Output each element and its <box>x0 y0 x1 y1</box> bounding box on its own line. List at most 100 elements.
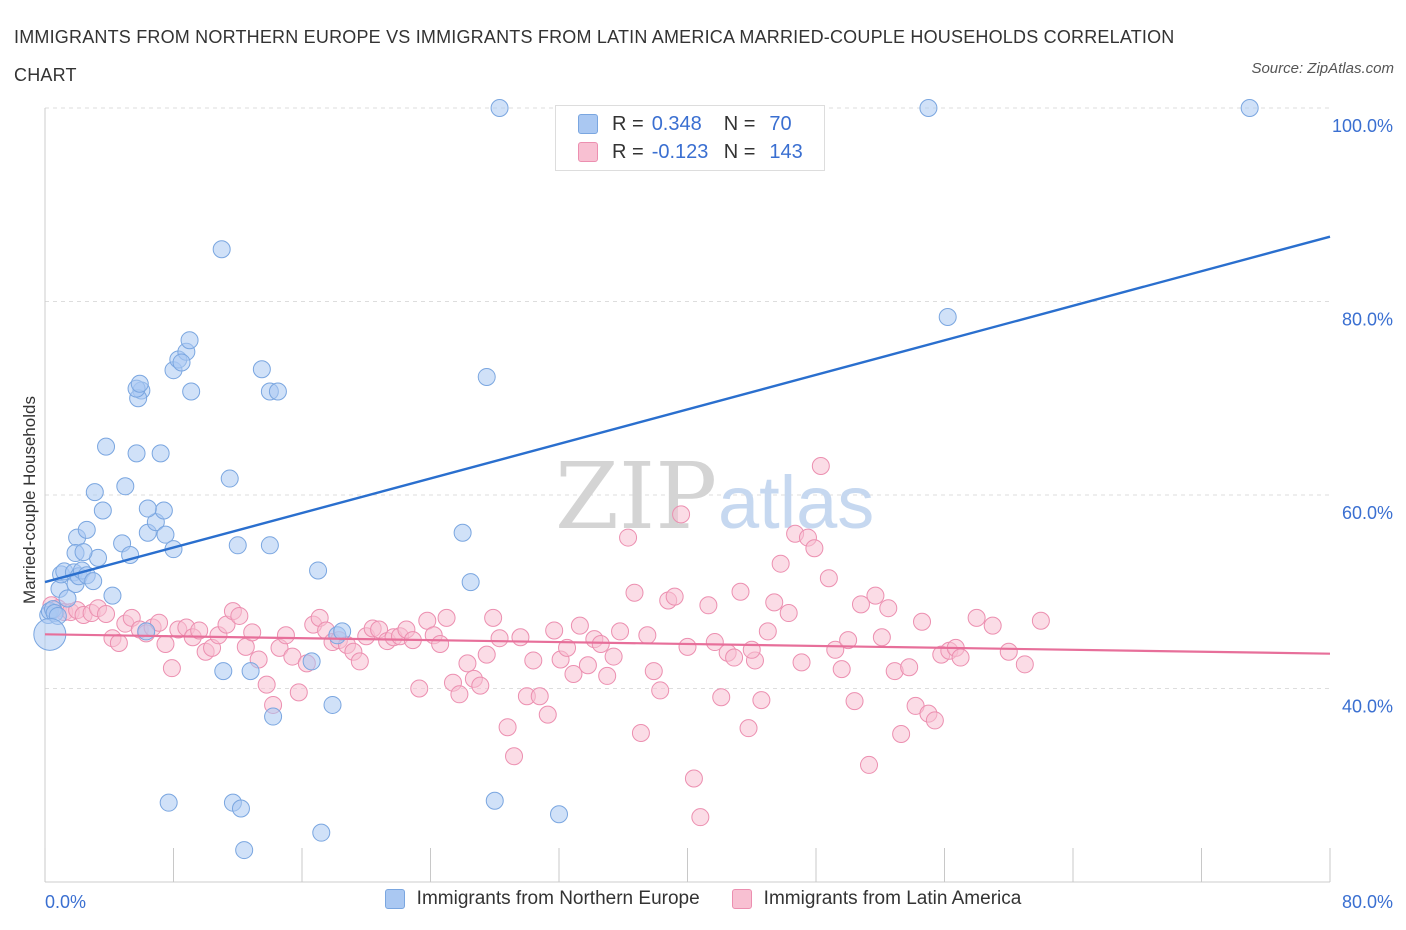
point-northern-europe <box>180 331 199 350</box>
point-latin-america <box>498 718 517 737</box>
series-legend: Immigrants from Northern Europe Immigran… <box>0 888 1406 910</box>
point-latin-america <box>578 656 597 675</box>
point-latin-america <box>570 616 589 635</box>
point-northern-europe <box>309 561 328 580</box>
point-latin-america <box>832 660 851 679</box>
point-latin-america <box>712 688 731 707</box>
point-northern-europe <box>127 444 146 463</box>
point-latin-america <box>765 593 784 612</box>
point-northern-europe <box>220 469 239 488</box>
point-latin-america <box>892 724 911 743</box>
y-tick-label: 40.0% <box>1342 697 1393 717</box>
trend-line-northern-europe <box>44 235 1331 584</box>
point-latin-america <box>484 608 503 627</box>
point-northern-europe <box>235 841 254 860</box>
point-latin-america <box>691 808 710 827</box>
point-latin-america <box>625 583 644 602</box>
point-northern-europe <box>156 525 175 544</box>
point-latin-america <box>283 647 302 666</box>
legend-row-latin-america: R = -0.123 N = 143 <box>578 139 803 165</box>
point-northern-europe <box>453 523 472 542</box>
point-latin-america <box>839 631 858 650</box>
legend-swatch-pink <box>731 889 752 909</box>
point-latin-america <box>900 658 919 677</box>
point-latin-america <box>604 647 623 666</box>
point-northern-europe <box>490 99 509 117</box>
point-northern-europe <box>130 374 149 393</box>
series-northern-europe-points <box>33 99 1259 860</box>
point-latin-america <box>872 628 891 647</box>
point-latin-america <box>230 606 249 625</box>
legend-label-latin-america: Immigrants from Latin America <box>763 888 1022 909</box>
point-northern-europe <box>93 501 112 520</box>
point-northern-europe <box>58 589 77 608</box>
point-latin-america <box>538 705 557 724</box>
point-latin-america <box>999 642 1018 661</box>
point-northern-europe <box>260 536 279 555</box>
point-latin-america <box>792 653 811 672</box>
point-northern-europe <box>138 499 157 518</box>
point-northern-europe <box>137 622 156 641</box>
trend-line-latin-america <box>44 633 1331 655</box>
point-latin-america <box>619 528 638 547</box>
point-northern-europe <box>85 483 104 502</box>
point-latin-america <box>725 648 744 667</box>
point-northern-europe <box>252 360 271 379</box>
point-latin-america <box>758 622 777 641</box>
point-northern-europe <box>477 367 496 386</box>
point-latin-america <box>631 724 650 743</box>
point-latin-america <box>505 747 524 766</box>
point-latin-america <box>450 685 469 704</box>
point-latin-america <box>1031 611 1050 630</box>
tick-labels: 40.0% 60.0% 80.0% 100.0% 0.0% 80.0% <box>45 116 1393 912</box>
r-label: R = <box>612 112 644 135</box>
r-value: 0.348 <box>651 112 702 135</box>
r-value: -0.123 <box>651 140 709 163</box>
chart-title: IMMIGRANTS FROM NORTHERN EUROPE VS IMMIG… <box>14 27 1175 85</box>
point-northern-europe <box>97 437 116 456</box>
point-latin-america <box>819 569 838 588</box>
legend-item-northern-europe: Immigrants from Northern Europe <box>384 888 700 910</box>
point-northern-europe <box>241 662 260 681</box>
point-latin-america <box>845 692 864 711</box>
point-latin-america <box>611 622 630 641</box>
point-northern-europe <box>159 793 178 812</box>
point-latin-america <box>684 769 703 788</box>
point-latin-america <box>150 613 169 632</box>
point-northern-europe <box>214 662 233 681</box>
point-latin-america <box>672 505 691 524</box>
point-latin-america <box>1015 655 1034 674</box>
n-label: N = <box>723 140 756 163</box>
point-northern-europe <box>461 573 480 592</box>
point-latin-america <box>156 634 175 653</box>
point-northern-europe <box>919 99 938 117</box>
point-latin-america <box>458 654 477 673</box>
point-latin-america <box>410 679 429 698</box>
point-latin-america <box>477 645 496 664</box>
point-northern-europe <box>231 799 250 818</box>
point-latin-america <box>558 638 577 657</box>
legend-item-latin-america: Immigrants from Latin America <box>731 888 1022 910</box>
point-latin-america <box>665 587 684 606</box>
point-northern-europe <box>212 240 231 259</box>
point-northern-europe <box>485 791 504 810</box>
point-latin-america <box>431 634 450 653</box>
source-label: Source: ZipAtlas.com <box>1251 60 1394 77</box>
gridlines <box>45 107 1330 689</box>
point-latin-america <box>805 539 824 558</box>
x-tick-label-min: 0.0% <box>45 892 86 912</box>
point-latin-america <box>350 652 369 671</box>
point-latin-america <box>752 691 771 710</box>
point-northern-europe <box>74 543 93 562</box>
point-latin-america <box>771 554 790 573</box>
r-label: R = <box>612 140 644 163</box>
point-northern-europe <box>938 307 957 326</box>
point-northern-europe <box>333 622 352 641</box>
point-latin-america <box>109 634 128 653</box>
point-latin-america <box>913 612 932 631</box>
point-latin-america <box>860 755 879 774</box>
axes <box>44 108 1331 883</box>
point-latin-america <box>490 629 509 648</box>
y-tick-label: 100.0% <box>1332 116 1393 136</box>
point-northern-europe <box>77 520 96 539</box>
